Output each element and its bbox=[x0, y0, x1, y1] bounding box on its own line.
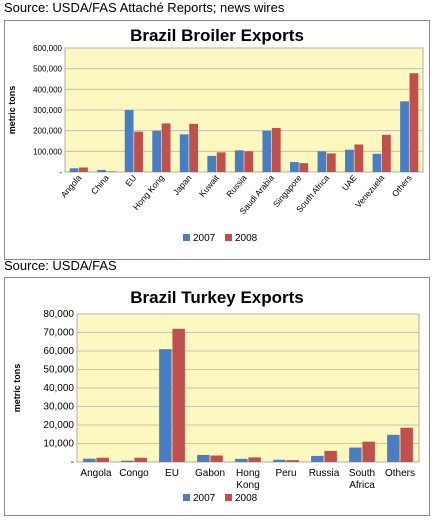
turkey-y-tick-label: 40,000 bbox=[43, 383, 74, 394]
turkey-legend-swatch-2007 bbox=[183, 494, 190, 501]
turkey-bar-2007-gabon bbox=[197, 454, 210, 462]
broiler-bar-2007-uae bbox=[345, 149, 354, 172]
broiler-bar-2007-venezuela bbox=[372, 153, 382, 172]
turkey-y-tick-label: - bbox=[71, 457, 74, 468]
broiler-y-tick-label: 400,000 bbox=[33, 85, 62, 94]
broiler-bar-2007-angola bbox=[69, 168, 79, 172]
turkey-bar-2007-hong-kong bbox=[235, 458, 248, 462]
broiler-chart-title: Brazil Broiler Exports bbox=[130, 26, 304, 45]
turkey-bar-2008-angola bbox=[96, 457, 109, 462]
turkey-bar-2007-congo bbox=[121, 460, 134, 462]
broiler-bar-2008-kuwait bbox=[216, 152, 226, 172]
broiler-x-tick-label: China bbox=[89, 173, 111, 197]
turkey-legend-swatch-2008 bbox=[225, 494, 232, 501]
broiler-y-tick-label: - bbox=[59, 168, 62, 177]
broiler-bar-2008-singapore bbox=[299, 163, 309, 172]
turkey-bar-2008-eu bbox=[172, 328, 185, 462]
turkey-bar-2007-peru bbox=[273, 459, 286, 462]
turkey-bar-2008-south-africa bbox=[362, 441, 375, 462]
turkey-x-tick-label: Gabon bbox=[195, 468, 225, 479]
turkey-x-tick-label: South Africa bbox=[349, 468, 375, 491]
turkey-bar-2007-angola bbox=[83, 458, 96, 462]
broiler-y-axis-label: metric tons bbox=[7, 86, 17, 135]
broiler-legend-swatch-2008 bbox=[225, 234, 232, 241]
broiler-legend-label-2007: 2007 bbox=[193, 233, 216, 244]
broiler-bar-2007-china bbox=[97, 169, 107, 172]
turkey-chart-svg: Brazil Turkey Exports - 10,000 20,000 30,000… bbox=[12, 288, 420, 504]
turkey-bar-2007-eu bbox=[159, 349, 172, 462]
turkey-x-tick-label: Russia bbox=[309, 468, 340, 479]
broiler-x-tick-label: Kuwait bbox=[197, 172, 221, 198]
source-note-mid: Source: USDA/FAS bbox=[4, 258, 117, 273]
turkey-bar-2007-russia bbox=[311, 455, 324, 462]
broiler-x-tick-label: Others bbox=[390, 173, 414, 199]
turkey-y-tick-label: 70,000 bbox=[43, 328, 74, 339]
broiler-x-tick-label: Japan bbox=[171, 173, 194, 197]
broiler-bar-2008-eu bbox=[134, 131, 143, 172]
turkey-chart-title: Brazil Turkey Exports bbox=[130, 288, 304, 307]
broiler-bar-2008-russia bbox=[244, 151, 254, 172]
turkey-x-tick-label: EU bbox=[165, 468, 179, 479]
turkey-bar-2008-hong-kong bbox=[248, 457, 261, 462]
broiler-bar-2008-venezuela bbox=[381, 134, 391, 172]
turkey-bar-2008-others bbox=[400, 427, 413, 462]
broiler-y-tick-label: 200,000 bbox=[33, 127, 62, 136]
broiler-bar-2007-others bbox=[400, 101, 409, 172]
turkey-y-tick-label: 20,000 bbox=[43, 420, 74, 431]
turkey-legend-label-2008: 2008 bbox=[235, 493, 258, 504]
broiler-bar-2008-china bbox=[106, 171, 116, 172]
broiler-legend-label-2008: 2008 bbox=[235, 233, 258, 244]
broiler-bar-2008-uae bbox=[354, 144, 364, 172]
broiler-bar-2007-south-africa bbox=[317, 151, 327, 172]
turkey-x-tick-label: Angola bbox=[80, 468, 112, 479]
broiler-x-tick-label: Angola bbox=[59, 173, 84, 200]
turkey-x-tick-label: Hong Kong bbox=[236, 468, 260, 491]
turkey-y-axis-label: metric tons bbox=[12, 364, 22, 413]
turkey-bar-2008-peru bbox=[286, 460, 299, 462]
broiler-bar-2008-others bbox=[409, 73, 419, 172]
turkey-bar-2007-south-africa bbox=[349, 447, 362, 462]
turkey-bar-2007-others bbox=[387, 434, 400, 462]
broiler-x-tick-label: Russia bbox=[224, 173, 249, 200]
broiler-bar-2008-saudi-arabia bbox=[271, 127, 281, 172]
turkey-y-tick-label: 30,000 bbox=[43, 402, 74, 413]
broiler-y-tick-label: 600,000 bbox=[33, 44, 62, 53]
turkey-bar-2008-gabon bbox=[210, 455, 223, 462]
broiler-legend-swatch-2007 bbox=[183, 234, 190, 241]
broiler-chart: Brazil Broiler Exports - 100,000 200,000 300… bbox=[4, 20, 430, 260]
turkey-y-tick-label: 80,000 bbox=[43, 309, 74, 320]
turkey-chart: Brazil Turkey Exports - 10,000 20,000 30,000… bbox=[4, 277, 430, 516]
broiler-bar-2007-russia bbox=[234, 150, 244, 172]
broiler-bar-2007-hong-kong bbox=[152, 130, 162, 172]
turkey-x-tick-label: Congo bbox=[119, 468, 149, 479]
broiler-x-tick-label: Venezuela bbox=[353, 173, 386, 210]
turkey-y-tick-label: 10,000 bbox=[43, 439, 74, 450]
broiler-bar-2008-angola bbox=[79, 167, 88, 172]
turkey-x-tick-label: Peru bbox=[275, 468, 296, 479]
turkey-bar-2008-russia bbox=[324, 450, 337, 462]
broiler-bar-2007-saudi-arabia bbox=[262, 130, 272, 172]
broiler-bar-2008-south-africa bbox=[326, 153, 336, 172]
broiler-bar-2008-hong-kong bbox=[161, 123, 171, 172]
broiler-x-tick-label: EU bbox=[123, 173, 138, 188]
turkey-x-tick-label: Others bbox=[385, 468, 415, 479]
broiler-x-tick-label: UAE bbox=[340, 173, 359, 193]
broiler-y-tick-label: 100,000 bbox=[33, 147, 62, 156]
broiler-bar-2008-japan bbox=[189, 123, 199, 172]
broiler-bar-2007-eu bbox=[124, 110, 134, 172]
turkey-legend-label-2007: 2007 bbox=[193, 493, 216, 504]
broiler-bar-2007-kuwait bbox=[207, 155, 217, 172]
turkey-y-tick-label: 50,000 bbox=[43, 365, 74, 376]
broiler-bar-2007-japan bbox=[179, 134, 189, 172]
broiler-chart-svg: Brazil Broiler Exports - 100,000 200,000 300… bbox=[7, 26, 424, 244]
source-note-top: Source: USDA/FAS Attaché Reports; news w… bbox=[4, 0, 285, 15]
broiler-bar-2007-singapore bbox=[289, 162, 299, 172]
turkey-y-tick-label: 60,000 bbox=[43, 346, 74, 357]
turkey-bar-2008-congo bbox=[134, 457, 147, 462]
broiler-y-tick-label: 500,000 bbox=[33, 65, 62, 74]
broiler-y-tick-label: 300,000 bbox=[33, 106, 62, 115]
